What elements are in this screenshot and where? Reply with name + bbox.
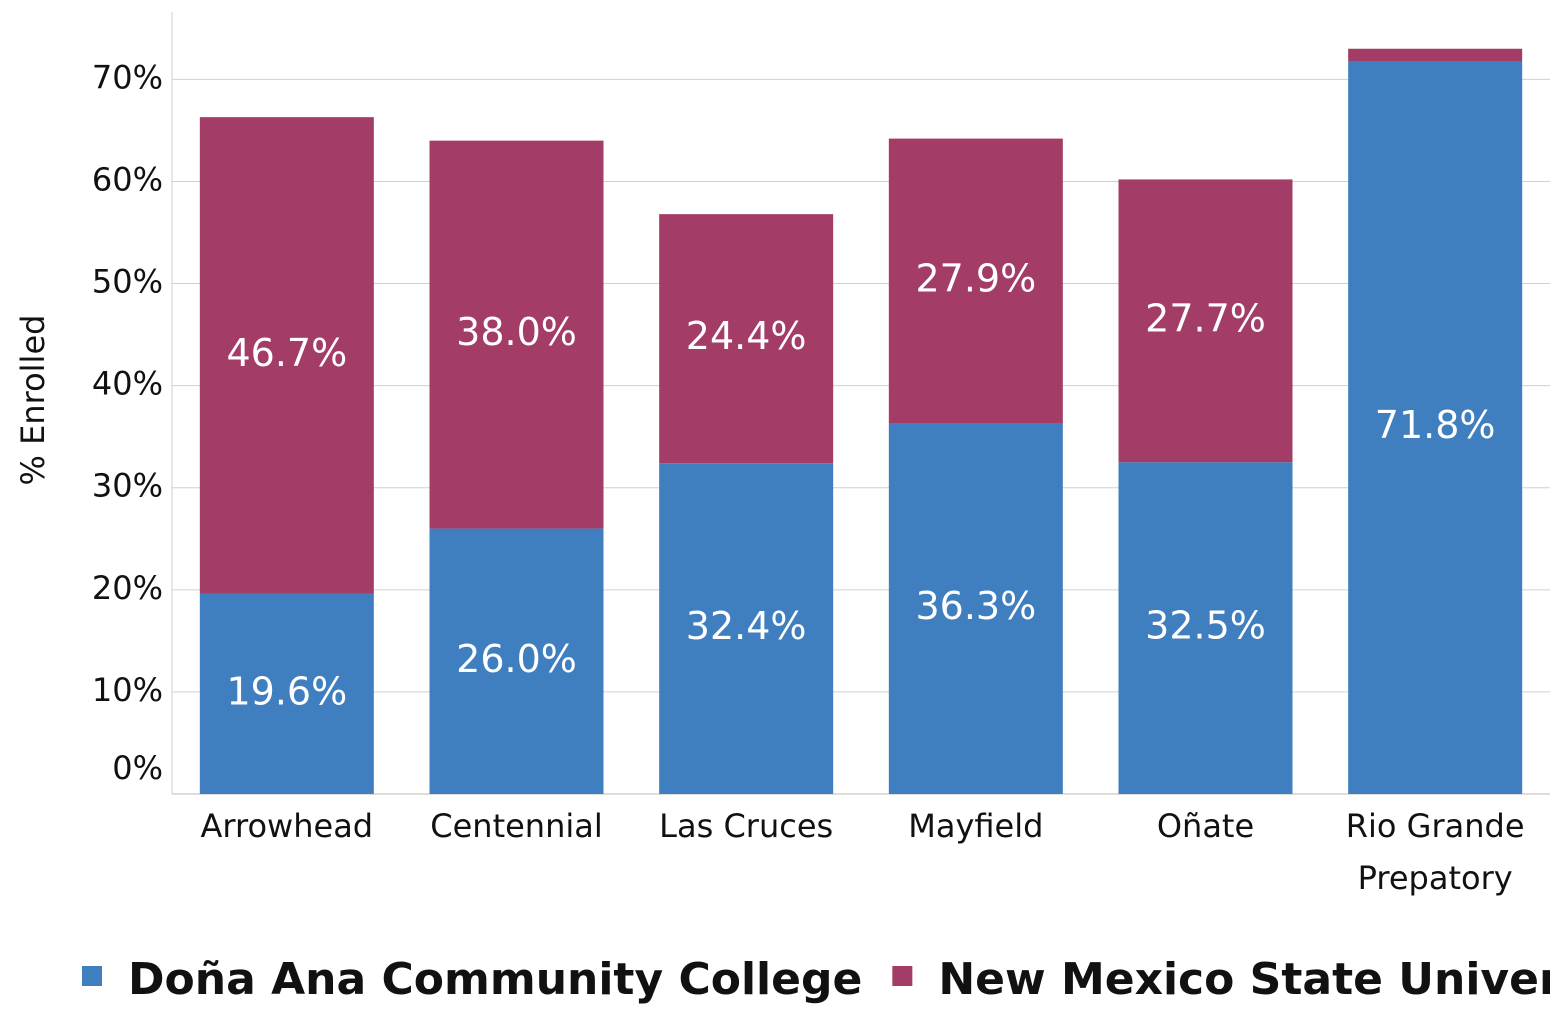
x-tick-label: Centennial [430, 807, 603, 845]
legend-label: Doña Ana Community College [128, 954, 862, 1005]
bar-segment [659, 463, 834, 794]
x-tick-label: Las Cruces [659, 807, 833, 845]
data-label: 38.0% [456, 310, 577, 354]
bar-segment [888, 423, 1063, 794]
legend-swatch [892, 966, 913, 986]
bar-segment [429, 528, 604, 794]
y-tick-label: 10% [92, 671, 163, 709]
y-tick-label: 40% [92, 365, 163, 403]
legend-label: New Mexico State University [938, 954, 1550, 1005]
bar-segment [1348, 48, 1523, 62]
data-label: 71.8% [1375, 403, 1496, 447]
y-tick-label: 20% [92, 569, 163, 607]
data-label: 24.4% [686, 314, 807, 358]
data-label: 46.7% [226, 331, 347, 375]
y-tick-label: 60% [92, 160, 163, 198]
bar-segment [1118, 462, 1293, 794]
y-axis-title: % Enrolled [14, 315, 52, 486]
bar-segment [199, 593, 374, 794]
legend-swatch [82, 966, 102, 986]
y-tick-label: 30% [92, 467, 163, 505]
y-tick-label: 50% [92, 263, 163, 301]
data-label: 27.7% [1145, 296, 1266, 340]
x-tick-label: Oñate [1157, 807, 1254, 845]
x-tick-label: Mayfield [908, 807, 1043, 845]
data-label: 32.4% [686, 604, 807, 648]
bar-segment [888, 138, 1063, 424]
y-tick-label: 70% [92, 58, 163, 96]
bar-segment [199, 117, 374, 594]
x-tick-label: Arrowhead [201, 807, 374, 845]
x-tick-label: Rio Grande Prepatory [1346, 807, 1525, 897]
data-label: 26.0% [456, 637, 577, 681]
bar-segment [1348, 61, 1523, 794]
data-label: 19.6% [226, 669, 347, 713]
bar-segment [659, 214, 834, 464]
bar-segment [1118, 179, 1293, 463]
data-label: 36.3% [915, 584, 1036, 628]
data-label: 27.9% [915, 257, 1036, 301]
y-tick-label: 0% [112, 749, 163, 787]
data-label: 32.5% [1145, 604, 1266, 648]
bar-segment [429, 140, 604, 529]
